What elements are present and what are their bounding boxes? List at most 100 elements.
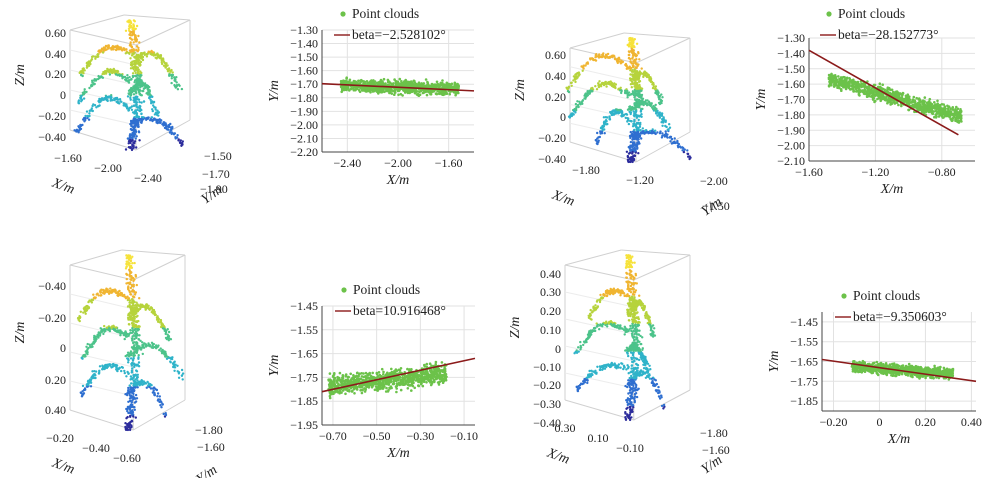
point bbox=[426, 94, 429, 97]
point bbox=[157, 392, 159, 394]
point bbox=[633, 120, 635, 122]
point bbox=[419, 93, 422, 96]
point bbox=[634, 66, 636, 68]
point bbox=[102, 49, 104, 51]
point bbox=[448, 93, 451, 96]
point bbox=[133, 101, 135, 103]
point bbox=[959, 108, 962, 111]
point bbox=[152, 104, 154, 106]
y-tick-label: −2.20 bbox=[290, 145, 318, 159]
point bbox=[146, 55, 148, 57]
point bbox=[177, 139, 179, 141]
point bbox=[117, 291, 119, 293]
point bbox=[436, 93, 439, 96]
point bbox=[858, 93, 861, 96]
point bbox=[626, 90, 628, 92]
point bbox=[133, 128, 135, 130]
point bbox=[92, 374, 94, 376]
point bbox=[873, 97, 876, 100]
point bbox=[664, 125, 666, 127]
point bbox=[618, 60, 620, 62]
point bbox=[840, 84, 843, 87]
point bbox=[84, 355, 86, 357]
point bbox=[589, 58, 591, 60]
z-tick-label: 0.60 bbox=[545, 48, 566, 62]
point bbox=[92, 55, 94, 57]
point bbox=[129, 49, 131, 51]
point bbox=[143, 84, 145, 86]
point bbox=[130, 44, 132, 46]
point bbox=[627, 94, 629, 96]
point bbox=[91, 105, 93, 107]
point bbox=[147, 88, 149, 90]
point bbox=[633, 115, 635, 117]
point bbox=[873, 101, 876, 104]
point bbox=[590, 90, 592, 92]
point bbox=[899, 97, 902, 100]
point bbox=[601, 131, 603, 133]
point bbox=[123, 295, 125, 297]
point bbox=[89, 110, 91, 112]
point bbox=[629, 66, 631, 68]
point bbox=[176, 81, 178, 83]
point bbox=[636, 147, 638, 149]
point bbox=[120, 101, 122, 103]
point bbox=[168, 331, 170, 333]
point bbox=[91, 301, 93, 303]
point bbox=[98, 101, 100, 103]
point bbox=[594, 85, 596, 87]
point bbox=[131, 392, 133, 394]
point bbox=[633, 149, 635, 151]
point bbox=[644, 101, 646, 103]
point bbox=[157, 398, 159, 400]
point bbox=[132, 415, 134, 417]
point bbox=[628, 57, 630, 59]
point bbox=[165, 412, 167, 414]
point bbox=[620, 87, 622, 89]
point bbox=[129, 299, 131, 301]
point bbox=[115, 97, 117, 99]
point bbox=[133, 117, 135, 119]
point bbox=[138, 297, 140, 299]
point bbox=[129, 106, 131, 108]
point bbox=[121, 293, 123, 295]
point bbox=[81, 99, 83, 101]
point bbox=[869, 92, 872, 95]
point bbox=[136, 116, 138, 118]
point bbox=[139, 110, 141, 112]
point bbox=[907, 109, 910, 112]
point bbox=[133, 93, 135, 95]
point bbox=[168, 124, 170, 126]
point bbox=[662, 116, 664, 118]
grid-line bbox=[70, 110, 136, 125]
point bbox=[408, 81, 411, 84]
point bbox=[138, 354, 140, 356]
point bbox=[689, 155, 691, 157]
point bbox=[575, 103, 577, 105]
point bbox=[137, 77, 139, 79]
point bbox=[128, 19, 130, 21]
point bbox=[660, 101, 662, 103]
point bbox=[442, 94, 445, 97]
point bbox=[139, 75, 141, 77]
point bbox=[135, 38, 137, 40]
point bbox=[145, 118, 147, 120]
point bbox=[173, 133, 175, 135]
point bbox=[166, 128, 168, 130]
point bbox=[566, 87, 568, 89]
point bbox=[125, 103, 127, 105]
point bbox=[126, 51, 128, 53]
point bbox=[628, 43, 630, 45]
point bbox=[126, 274, 128, 276]
point bbox=[133, 363, 135, 365]
point bbox=[642, 127, 644, 129]
point bbox=[133, 262, 135, 264]
point bbox=[686, 153, 688, 155]
point bbox=[126, 416, 128, 418]
point bbox=[126, 106, 128, 108]
point bbox=[107, 96, 109, 98]
point bbox=[635, 111, 637, 113]
point bbox=[590, 87, 592, 89]
point bbox=[638, 84, 640, 86]
point bbox=[147, 342, 149, 344]
